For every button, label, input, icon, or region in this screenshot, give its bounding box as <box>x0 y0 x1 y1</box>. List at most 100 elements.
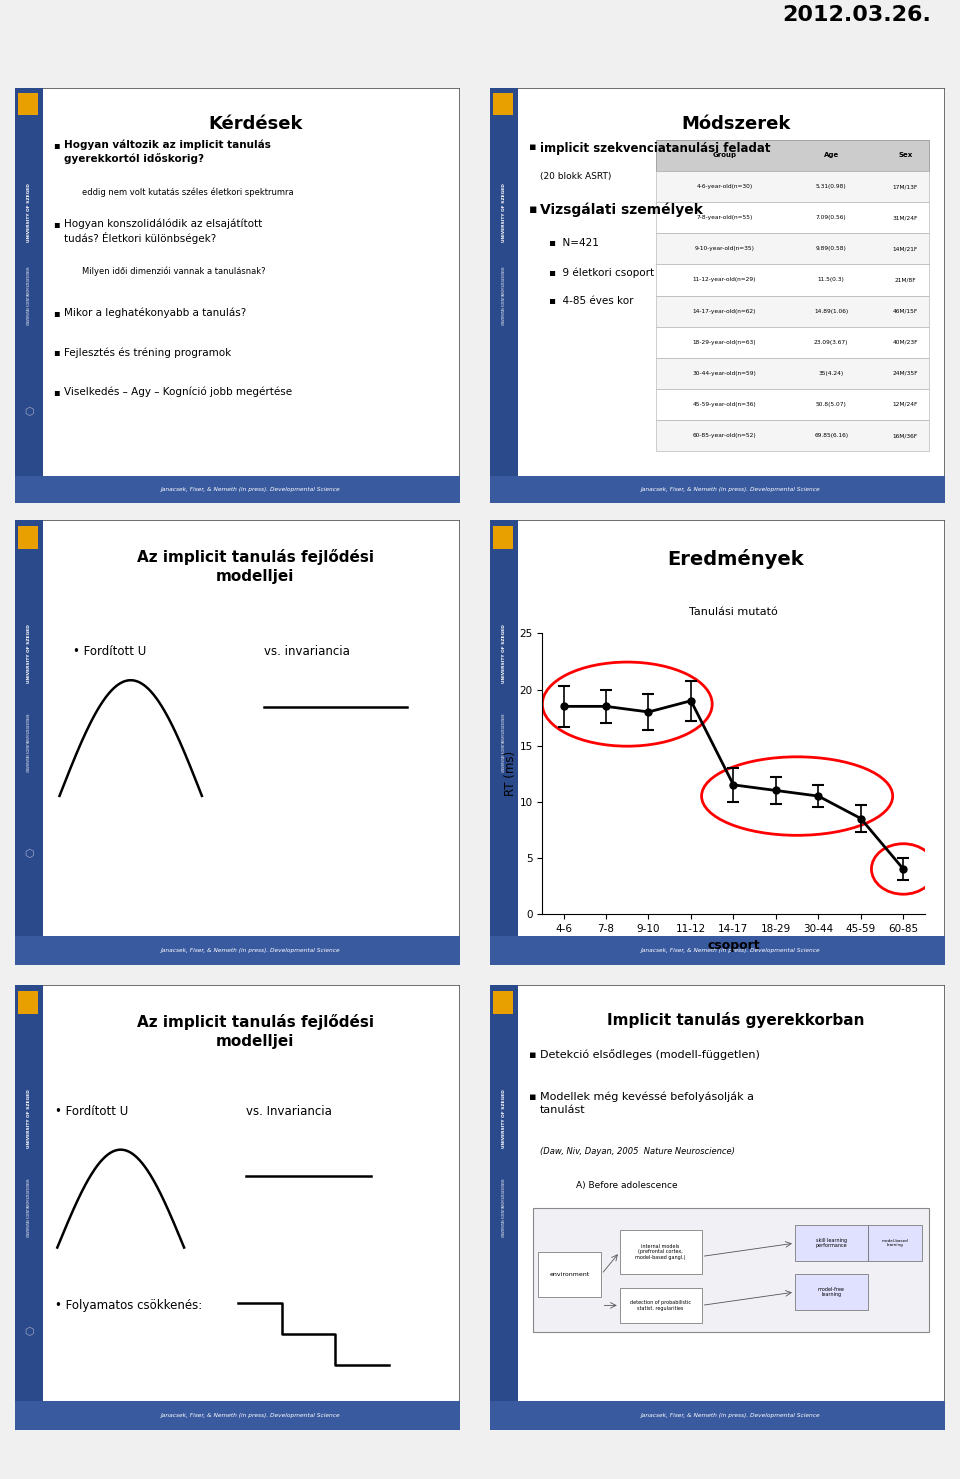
Text: Group: Group <box>712 152 736 158</box>
Text: Sex: Sex <box>898 152 912 158</box>
Text: ▪: ▪ <box>53 141 60 149</box>
Text: 45-59-year-old(n=36): 45-59-year-old(n=36) <box>692 402 756 407</box>
Text: 14.89(1.06): 14.89(1.06) <box>814 309 849 314</box>
Text: ▪: ▪ <box>529 142 537 152</box>
Text: ▪  4-85 éves kor: ▪ 4-85 éves kor <box>549 296 634 306</box>
Text: 69.85(6.16): 69.85(6.16) <box>814 433 849 438</box>
Text: UNIVERSITY OF SZEGED: UNIVERSITY OF SZEGED <box>27 183 31 243</box>
Bar <box>538 1253 602 1297</box>
Text: Eredmények: Eredmények <box>667 549 804 569</box>
Text: Módszerek: Módszerek <box>681 115 790 133</box>
Text: 7.09(0.56): 7.09(0.56) <box>816 214 847 220</box>
Bar <box>656 234 929 265</box>
Bar <box>15 87 42 503</box>
Text: environment: environment <box>549 1272 589 1276</box>
Text: Hogyan konszolidálódik az elsajátított
tudás? Életkori különbségek?: Hogyan konszolidálódik az elsajátított t… <box>64 219 262 244</box>
Text: UNIVERSITY OF SZEGED: UNIVERSITY OF SZEGED <box>27 1089 31 1148</box>
Text: ⬡: ⬡ <box>24 1327 34 1337</box>
Text: • Folyamatos csökkenés:: • Folyamatos csökkenés: <box>55 1299 203 1312</box>
Text: vs. invariancia: vs. invariancia <box>264 645 350 658</box>
Y-axis label: RT (ms): RT (ms) <box>504 751 516 796</box>
Text: Modellek még kevéssé befolyásolják a
tanulást: Modellek még kevéssé befolyásolják a tan… <box>540 1092 754 1115</box>
Text: 12M/24F: 12M/24F <box>893 402 918 407</box>
Text: 46M/15F: 46M/15F <box>893 309 918 314</box>
X-axis label: csoport: csoport <box>708 939 759 952</box>
Bar <box>656 172 929 203</box>
Text: 9.89(0.58): 9.89(0.58) <box>816 247 847 251</box>
Bar <box>15 476 460 503</box>
Text: Milyen idői dimenziói vannak a tanulásnak?: Milyen idői dimenziói vannak a tanulásna… <box>82 266 265 277</box>
Bar <box>656 420 929 451</box>
Text: Janacsek, Fiser, & Nemeth (in press). Developmental Science: Janacsek, Fiser, & Nemeth (in press). De… <box>641 1412 821 1418</box>
Text: UNIVERSITY OF SZEGED: UNIVERSITY OF SZEGED <box>502 1089 506 1148</box>
Text: 23.09(3.67): 23.09(3.67) <box>814 340 849 345</box>
Text: detection of probabilistic
statist. regularities: detection of probabilistic statist. regu… <box>630 1300 691 1310</box>
Bar <box>656 296 929 327</box>
Text: Age: Age <box>824 152 839 158</box>
Bar <box>492 991 514 1015</box>
Bar <box>656 389 929 420</box>
Text: ⬡: ⬡ <box>24 407 34 417</box>
Text: UNIVERSITY OF SZEGED: UNIVERSITY OF SZEGED <box>502 624 506 683</box>
Text: 4-6-year-old(n=30): 4-6-year-old(n=30) <box>696 183 753 189</box>
Bar <box>533 1207 929 1333</box>
Bar <box>490 936 945 964</box>
Text: internal models
(prefrontal cortex,
model-based gangl.): internal models (prefrontal cortex, mode… <box>636 1244 685 1260</box>
Text: UNIVERSITAS SCIENTIARUM SZEGEDIENSIS: UNIVERSITAS SCIENTIARUM SZEGEDIENSIS <box>27 266 31 325</box>
Text: ▪: ▪ <box>53 387 60 396</box>
Bar <box>656 327 929 358</box>
Text: (Daw, Niv, Dayan, 2005  Nature Neuroscience): (Daw, Niv, Dayan, 2005 Nature Neuroscien… <box>540 1148 735 1157</box>
Text: Janacsek, Fiser, & Nemeth (in press). Developmental Science: Janacsek, Fiser, & Nemeth (in press). De… <box>641 948 821 952</box>
Text: Vizsgálati személyek: Vizsgálati személyek <box>540 203 703 217</box>
Bar <box>17 991 37 1015</box>
Text: skill learning
performance: skill learning performance <box>815 1238 847 1248</box>
Bar <box>15 936 460 964</box>
Text: 18-29-year-old(n=63): 18-29-year-old(n=63) <box>692 340 756 345</box>
Text: Kérdések: Kérdések <box>208 115 302 133</box>
Text: Janacsek, Fiser, & Nemeth (in press). Developmental Science: Janacsek, Fiser, & Nemeth (in press). De… <box>161 487 341 493</box>
Bar <box>795 1225 868 1262</box>
Text: 24M/35F: 24M/35F <box>893 371 918 376</box>
Text: eddig nem volt kutatás széles életkori spektrumra: eddig nem volt kutatás széles életkori s… <box>82 188 294 197</box>
Text: Az implicit tanulás fejlődési
modelljei: Az implicit tanulás fejlődési modelljei <box>137 1015 373 1049</box>
Text: 11-12-year-old(n=29): 11-12-year-old(n=29) <box>692 278 756 282</box>
Text: 35(4.24): 35(4.24) <box>819 371 844 376</box>
Text: 40M/23F: 40M/23F <box>893 340 918 345</box>
Text: Hogyan változik az implicit tanulás
gyerekkortól időskorig?: Hogyan változik az implicit tanulás gyer… <box>64 141 271 164</box>
Text: 14M/21F: 14M/21F <box>893 247 918 251</box>
Bar <box>490 87 518 503</box>
Bar <box>656 141 929 172</box>
Text: Fejlesztés és tréning programok: Fejlesztés és tréning programok <box>64 348 231 358</box>
Bar <box>15 985 42 1430</box>
Bar <box>868 1225 923 1262</box>
Text: ▪: ▪ <box>53 219 60 229</box>
Bar <box>490 1401 945 1430</box>
Bar <box>17 527 37 549</box>
Text: 21M/8F: 21M/8F <box>895 278 916 282</box>
Bar <box>490 521 518 964</box>
Bar <box>492 527 514 549</box>
Text: Janacsek, Fiser, & Nemeth (in press). Developmental Science: Janacsek, Fiser, & Nemeth (in press). De… <box>161 1412 341 1418</box>
Text: 14-17-year-old(n=62): 14-17-year-old(n=62) <box>692 309 756 314</box>
Text: ⬡: ⬡ <box>24 849 34 859</box>
Bar <box>17 93 37 115</box>
Text: Janacsek, Fiser, & Nemeth (in press). Developmental Science: Janacsek, Fiser, & Nemeth (in press). De… <box>161 948 341 952</box>
Text: 9-10-year-old(n=35): 9-10-year-old(n=35) <box>694 247 755 251</box>
Text: • Fordított U: • Fordított U <box>73 645 146 658</box>
Text: UNIVERSITAS SCIENTIARUM SZEGEDIENSIS: UNIVERSITAS SCIENTIARUM SZEGEDIENSIS <box>502 266 506 325</box>
Text: UNIVERSITY OF SZEGED: UNIVERSITY OF SZEGED <box>27 624 31 683</box>
Text: UNIVERSITAS SCIENTIARUM SZEGEDIENSIS: UNIVERSITAS SCIENTIARUM SZEGEDIENSIS <box>27 713 31 772</box>
Text: ▪  9 életkori csoport: ▪ 9 életkori csoport <box>549 268 655 278</box>
Text: ▪  N=421: ▪ N=421 <box>549 238 599 248</box>
Text: UNIVERSITAS SCIENTIARUM SZEGEDIENSIS: UNIVERSITAS SCIENTIARUM SZEGEDIENSIS <box>502 1179 506 1236</box>
Text: A) Before adolescence: A) Before adolescence <box>576 1180 678 1189</box>
Text: 11.5(0.3): 11.5(0.3) <box>818 278 845 282</box>
Text: ▪: ▪ <box>529 203 538 216</box>
Bar <box>490 985 518 1430</box>
Text: 2012.03.26.: 2012.03.26. <box>782 6 931 25</box>
Bar <box>656 358 929 389</box>
Text: 5.31(0.98): 5.31(0.98) <box>816 183 847 189</box>
Text: Tanulási mutató: Tanulási mutató <box>689 606 778 617</box>
Text: ▪: ▪ <box>53 348 60 358</box>
Bar <box>15 521 42 964</box>
